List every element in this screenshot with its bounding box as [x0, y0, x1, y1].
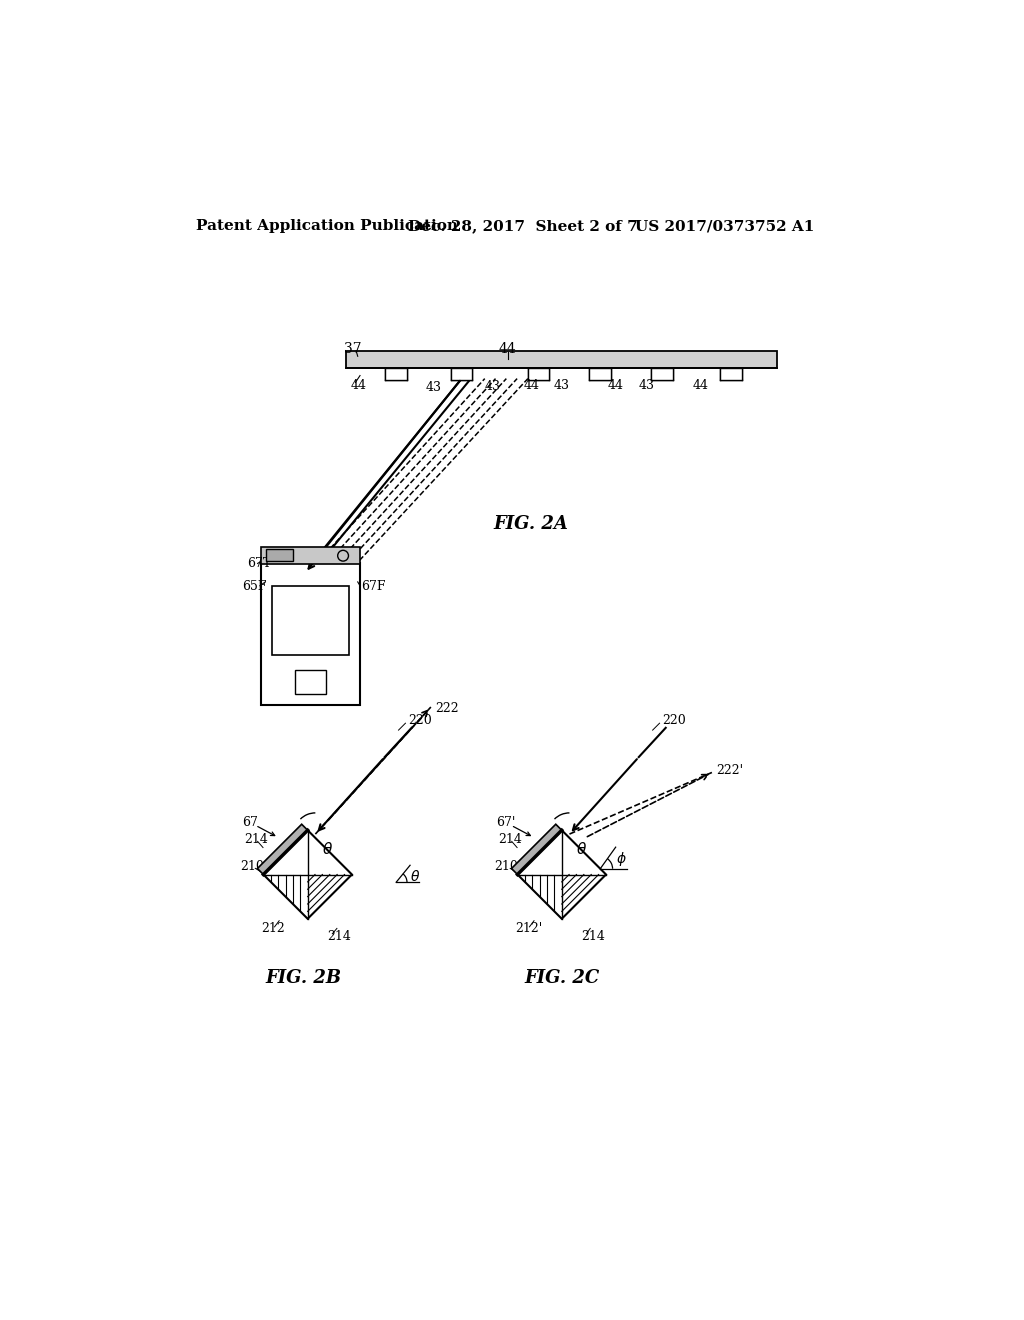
Polygon shape: [263, 830, 352, 919]
Bar: [528, 368, 550, 380]
Bar: [272, 586, 349, 655]
Text: $\theta$: $\theta$: [410, 869, 420, 883]
Text: 214: 214: [245, 833, 268, 846]
Text: 214: 214: [499, 833, 522, 846]
Text: 43: 43: [554, 379, 570, 392]
Text: 214: 214: [581, 929, 605, 942]
Text: 67T: 67T: [248, 557, 271, 570]
Bar: [295, 671, 326, 693]
Bar: [266, 549, 293, 561]
Text: 222': 222': [716, 764, 742, 776]
Text: FIG. 2C: FIG. 2C: [524, 969, 599, 987]
Text: 44: 44: [499, 342, 517, 356]
Text: 220: 220: [662, 714, 686, 726]
Polygon shape: [257, 824, 307, 874]
Polygon shape: [517, 830, 606, 919]
Text: 44: 44: [523, 379, 540, 392]
Text: 222: 222: [435, 702, 459, 715]
Text: 67F: 67F: [361, 579, 386, 593]
Text: 44: 44: [692, 379, 709, 392]
Text: 212': 212': [515, 921, 543, 935]
Text: 210': 210': [494, 861, 521, 874]
Text: $\phi$: $\phi$: [615, 850, 627, 869]
Text: 43: 43: [484, 380, 501, 393]
Bar: [651, 368, 673, 380]
Bar: [451, 368, 472, 380]
Text: 212: 212: [261, 921, 286, 935]
Bar: [385, 368, 407, 380]
Text: 43: 43: [639, 379, 654, 392]
Text: 43: 43: [425, 380, 441, 393]
Text: 44: 44: [351, 379, 367, 392]
Bar: [346, 351, 777, 368]
Bar: [261, 562, 360, 705]
Text: 44: 44: [608, 379, 624, 392]
Text: 214: 214: [327, 929, 351, 942]
Bar: [720, 368, 742, 380]
Bar: [590, 368, 611, 380]
Text: 210: 210: [241, 861, 264, 874]
Text: 67: 67: [243, 816, 258, 829]
Bar: [261, 548, 360, 564]
Polygon shape: [512, 824, 562, 874]
Text: 67': 67': [497, 816, 516, 829]
Text: 65F: 65F: [243, 579, 266, 593]
Text: $\theta$: $\theta$: [322, 841, 333, 858]
Text: $\theta$: $\theta$: [575, 841, 587, 858]
Text: 220: 220: [408, 714, 431, 726]
Text: 37: 37: [344, 342, 361, 355]
Text: Patent Application Publication: Patent Application Publication: [196, 219, 458, 234]
Text: Dec. 28, 2017  Sheet 2 of 7: Dec. 28, 2017 Sheet 2 of 7: [408, 219, 638, 234]
Text: US 2017/0373752 A1: US 2017/0373752 A1: [635, 219, 814, 234]
Text: FIG. 2A: FIG. 2A: [494, 515, 568, 533]
Text: FIG. 2B: FIG. 2B: [266, 969, 342, 987]
